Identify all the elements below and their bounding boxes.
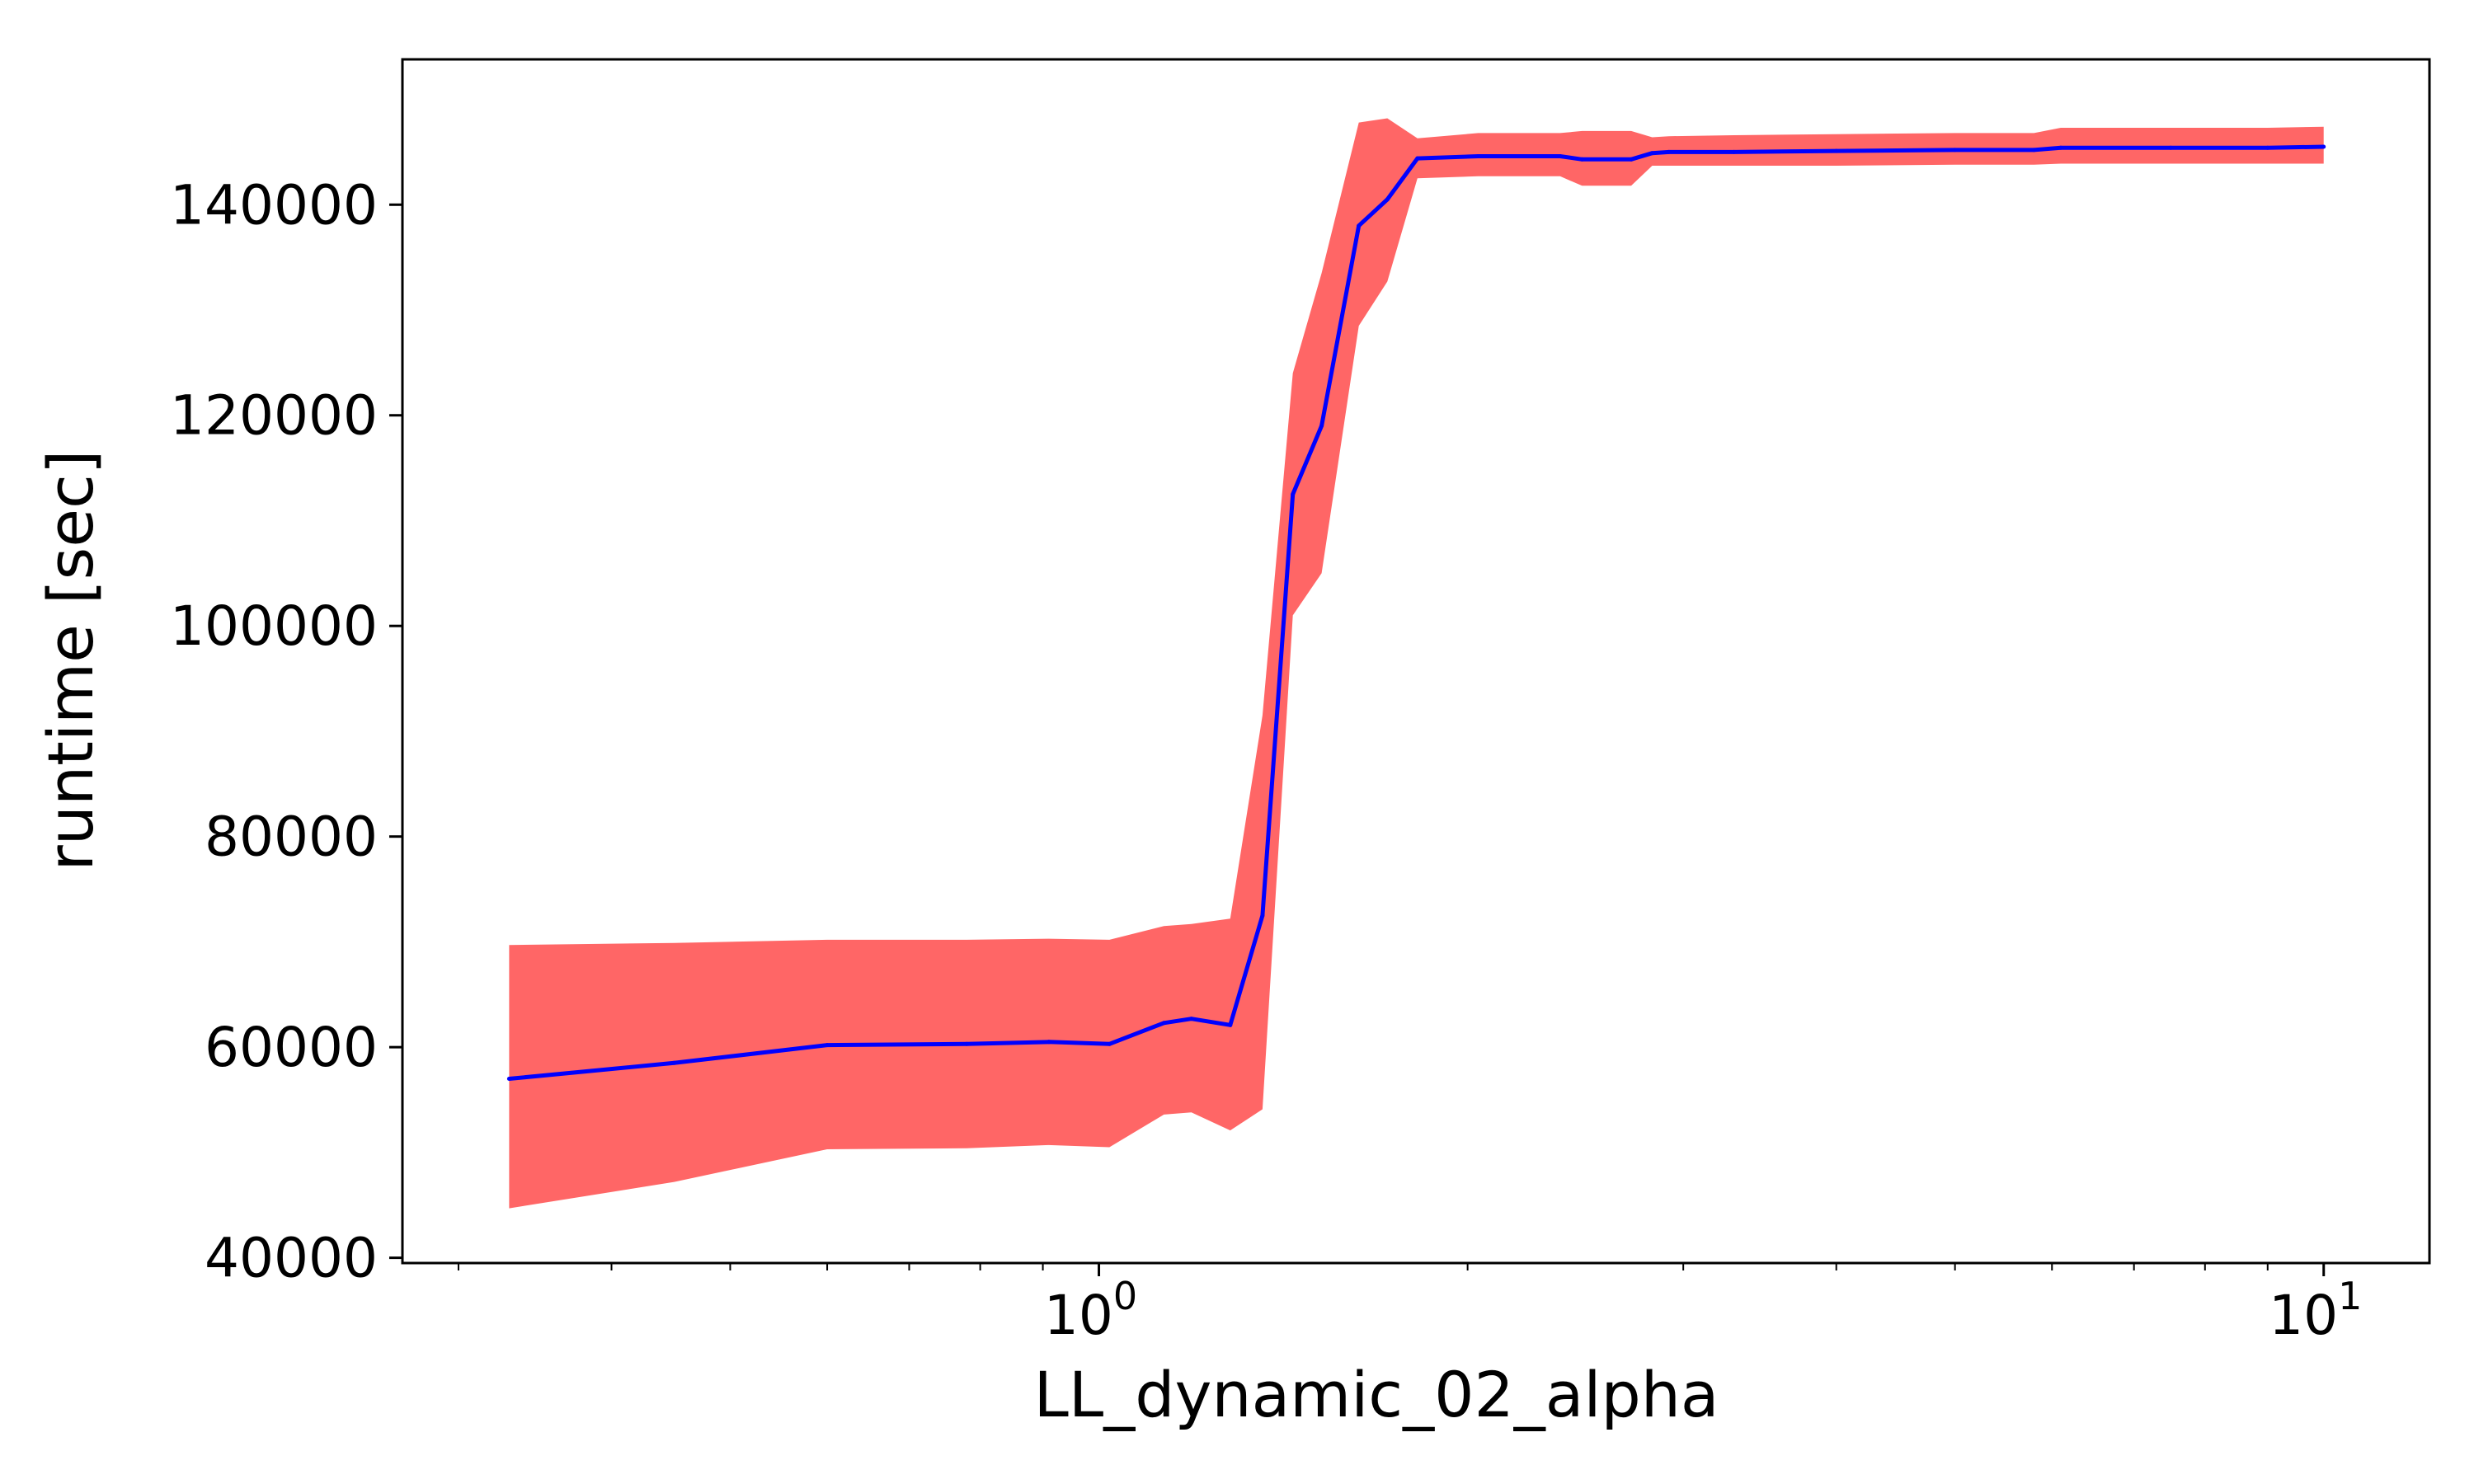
series-0-point-26 — [2168, 145, 2173, 150]
series-0-point-0 — [506, 1077, 511, 1081]
y-tick-label-5: 140000 — [170, 173, 378, 237]
series-0-point-4 — [1047, 1040, 1051, 1045]
plot-content — [506, 118, 2326, 1209]
series-0-point-13 — [1385, 197, 1390, 202]
x-tick-label-1: 101 — [2269, 1274, 2362, 1347]
series-0-point-16 — [1558, 154, 1563, 158]
series-0-point-18 — [1629, 157, 1634, 162]
series-0-point-6 — [1161, 1021, 1166, 1026]
y-tick-label-0: 40000 — [205, 1227, 378, 1290]
series-0-point-3 — [964, 1041, 969, 1046]
series-0-point-1 — [672, 1060, 676, 1065]
series-0-point-22 — [1834, 148, 1839, 153]
series-0-point-11 — [1319, 424, 1324, 428]
series-0-point-19 — [1650, 151, 1654, 156]
series-0-band — [509, 118, 2324, 1209]
y-tick-label-3: 100000 — [170, 594, 378, 658]
series-0-point-23 — [1953, 148, 1958, 153]
series-0-point-25 — [2058, 145, 2063, 150]
series-0-point-14 — [1415, 156, 1420, 161]
plot-area — [506, 118, 2326, 1209]
x-tick-label-0: 100 — [1044, 1274, 1137, 1347]
series-0-point-28 — [2321, 144, 2326, 149]
plot-frame — [401, 58, 2431, 1265]
series-0-point-9 — [1260, 913, 1265, 918]
y-axis-title: runtime [sec] — [34, 450, 107, 871]
y-tick-label-2: 80000 — [205, 805, 378, 869]
series-0-point-8 — [1228, 1022, 1233, 1027]
y-tick-label-4: 120000 — [170, 384, 378, 448]
series-0-point-5 — [1107, 1041, 1112, 1046]
y-tick-label-1: 60000 — [205, 1016, 378, 1079]
series-0-point-15 — [1475, 154, 1480, 158]
series-0-point-21 — [1732, 149, 1737, 154]
series-0-point-10 — [1291, 492, 1296, 496]
x-axis-title: LL_dynamic_02_alpha — [1034, 1358, 1719, 1431]
series-0-point-24 — [2031, 148, 2036, 153]
series-0-point-7 — [1189, 1017, 1194, 1021]
series-0-point-17 — [1579, 157, 1584, 162]
series-0-point-27 — [2265, 145, 2270, 150]
series-0-point-20 — [1667, 149, 1672, 154]
series-0-point-2 — [825, 1043, 830, 1048]
series-0-point-12 — [1357, 223, 1362, 228]
axes: 40000 60000 80000 100000 120000 140000 100 101 — [170, 58, 2431, 1347]
